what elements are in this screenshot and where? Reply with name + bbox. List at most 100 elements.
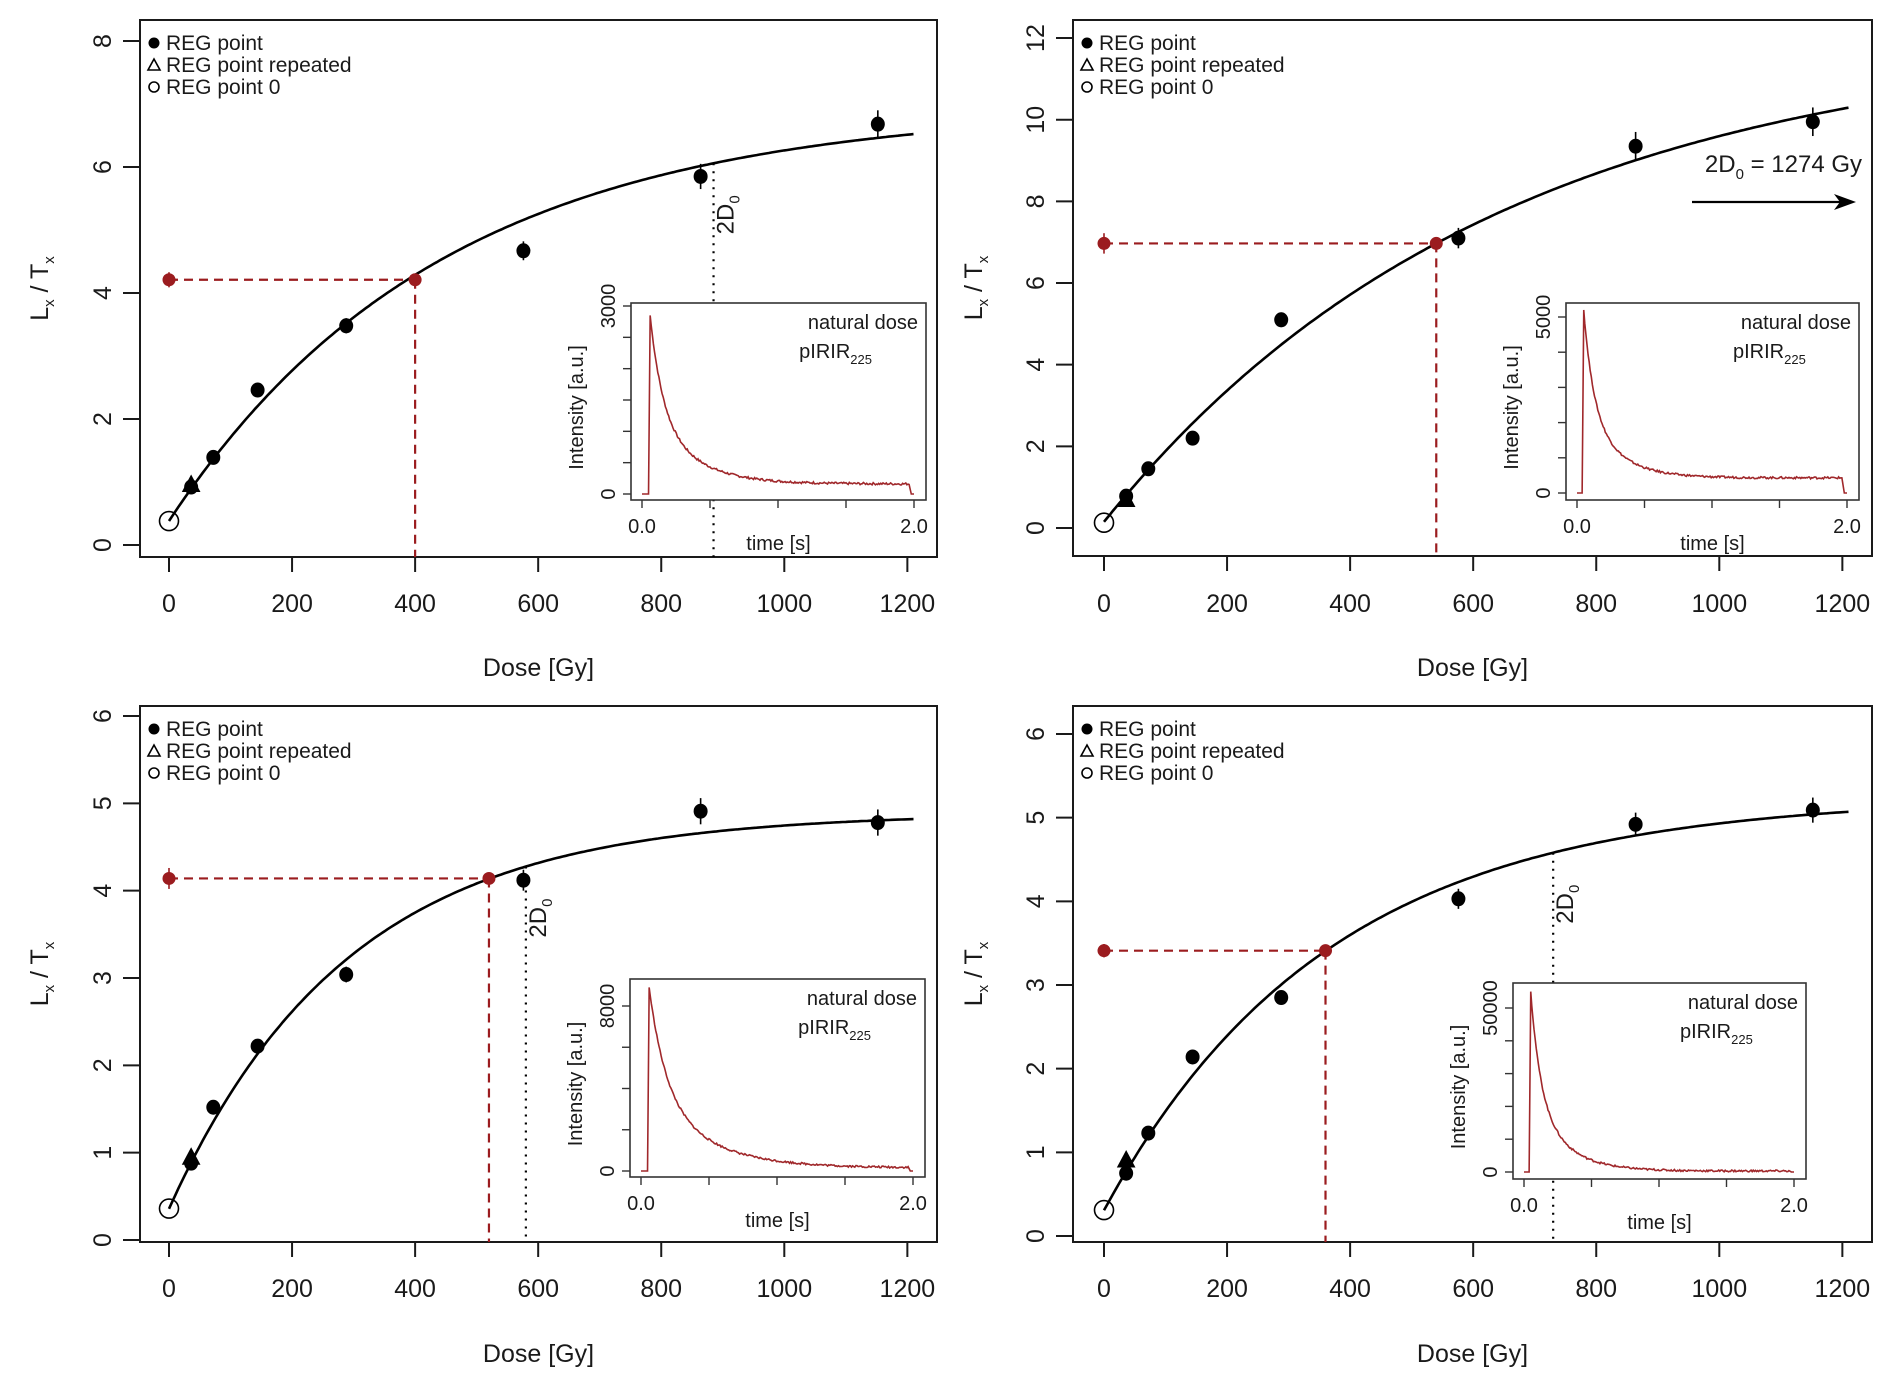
y-title-L: L: [960, 992, 988, 1006]
two-d0-sub: 0: [727, 195, 744, 203]
legend-open-circle-icon: [1081, 81, 1093, 93]
inset-signal-name: pIRIR: [798, 1017, 849, 1039]
x-tick-label: 1200: [1815, 590, 1871, 618]
inset-y-tick-label: 0: [597, 1165, 619, 1176]
x-tick-label: 600: [517, 590, 559, 618]
reg-point: [693, 168, 708, 184]
y-title-mid: / T: [960, 949, 988, 985]
x-tick-label: 600: [517, 1275, 559, 1303]
legend-open-circle-icon: [1081, 767, 1093, 779]
x-tick-label: 200: [1206, 590, 1248, 618]
y-axis: 0 1 2 3 4 5 6 Lx / Tx: [960, 727, 1074, 1243]
x-axis-title: Dose [Gy]: [1417, 1340, 1528, 1368]
inset-y-title: Intensity [a.u.]: [565, 1022, 587, 1147]
reg-point-repeated: [1116, 489, 1136, 508]
inset-y-tick-label: 0: [1480, 1166, 1502, 1177]
y-title-sub: x: [975, 255, 992, 263]
y-tick-label: 8: [1022, 194, 1050, 208]
inset-signal-label: pIRIR225: [1733, 341, 1806, 367]
y-title-sub: x: [41, 256, 58, 264]
x-axis-title: Dose [Gy]: [1417, 654, 1528, 682]
x-tick-label: 600: [1452, 590, 1494, 618]
y-title-mid: / T: [26, 264, 54, 300]
inset-decay-curve: 0.0 2.0 time [s] 0 8000 Intensity [a.u.] natur…: [565, 978, 927, 1232]
inset-annotation: natural dose: [807, 988, 917, 1010]
legend-triangle-icon: [1079, 743, 1095, 757]
reg-point: [1805, 802, 1820, 818]
legend-triangle-icon: [1079, 57, 1095, 71]
reg-point: [1141, 1125, 1156, 1141]
inset-x-tick-label: 2.0: [899, 1193, 927, 1215]
inset-frame: [1512, 982, 1807, 1180]
y-tick-label: 6: [89, 160, 117, 174]
inset-y-tick-label: 0: [598, 488, 620, 499]
y-tick-label: 5: [1022, 811, 1050, 825]
two-d0-value: = 1274 Gy: [1744, 151, 1862, 178]
inset-frame: [629, 978, 926, 1178]
y-tick-label: 2: [1022, 1062, 1050, 1076]
inset-signal-name: pIRIR: [1733, 341, 1784, 363]
two-d0-text: 2D: [525, 907, 552, 938]
inset-signal-sub: 225: [1784, 352, 1806, 367]
inset-x-title: time [s]: [745, 1210, 809, 1232]
x-axis-title: Dose [Gy]: [483, 654, 594, 682]
x-tick-label: 800: [1575, 1275, 1617, 1303]
x-tick-label: 0: [162, 590, 176, 618]
x-axis: 0 200 400 600 800 1000 1200 Dose [Gy]: [162, 1241, 935, 1368]
legend-label: REG point 0: [1099, 762, 1213, 785]
y-tick-label: 4: [89, 884, 117, 898]
y-tick-label: 2: [89, 1058, 117, 1072]
fit-curve: [167, 817, 914, 1210]
two-d0-sub: 0: [1736, 166, 1744, 183]
de-point: [1429, 236, 1443, 250]
fit-curve: [167, 132, 914, 522]
reg-point-repeated: [181, 474, 201, 492]
x-tick-label: 800: [640, 1275, 682, 1303]
fit-curve: [1102, 810, 1849, 1211]
y-tick-label: 0: [89, 538, 117, 552]
inset-x-tick-label: 0.0: [1563, 516, 1591, 538]
decay-curve-line: [1524, 991, 1794, 1173]
y-title-L: L: [26, 992, 54, 1006]
reg-point: [870, 116, 885, 132]
x-tick-label: 1000: [1691, 590, 1747, 618]
inset-signal-sub: 225: [850, 352, 872, 367]
inset-y-title: Intensity [a.u.]: [566, 345, 588, 470]
two-d0-label: 2D0: [525, 899, 556, 938]
reg-point: [1451, 891, 1466, 907]
reg-point-zero: [1093, 512, 1115, 533]
de-point: [482, 871, 496, 885]
y-title-L: L: [960, 306, 988, 320]
inset-decay-curve: 0.0 2.0 time [s] 0 3000 Intensity [a.u.] natur…: [566, 284, 928, 555]
legend-label: REG point 0: [166, 76, 280, 99]
de-point: [1319, 944, 1333, 958]
inset-decay-curve: 0.0 2.0 time [s] 0 50000 Intensity [a.u.] natu…: [1448, 980, 1808, 1234]
inset-signal-sub: 225: [1731, 1032, 1753, 1047]
inset-x-tick-label: 2.0: [900, 516, 928, 538]
legend-open-circle-icon: [148, 81, 160, 93]
reg-point-zero: [158, 510, 180, 532]
natural-point: [162, 871, 176, 885]
x-tick-label: 200: [271, 1275, 313, 1303]
arrow-right-icon: [1834, 194, 1856, 210]
reg-point: [339, 967, 354, 983]
legend-label: REG point: [166, 718, 263, 741]
y-title-sub: x: [975, 984, 992, 992]
x-tick-label: 200: [1206, 1275, 1248, 1303]
inset-frame: [630, 302, 927, 501]
legend-label: REG point repeated: [1099, 54, 1285, 77]
inset-signal-label: pIRIR225: [798, 1017, 871, 1043]
reg-point-repeated: [181, 1147, 201, 1165]
two-d0-label: 2D0: [1552, 885, 1583, 924]
y-tick-label: 10: [1022, 106, 1050, 134]
inset-decay-curve: 0.0 2.0 time [s] 0 5000 Intensity [a.u.] natur…: [1501, 295, 1861, 555]
inset-signal-sub: 225: [849, 1028, 871, 1043]
inset-x-title: time [s]: [746, 533, 810, 555]
legend-label: REG point: [1099, 32, 1196, 55]
inset-y-title: Intensity [a.u.]: [1501, 345, 1523, 470]
legend-filled-circle-icon: [1081, 37, 1093, 49]
inset-signal-label: pIRIR225: [799, 341, 872, 367]
panel-top-left: 0 200 400 600 800 1000 1200 Dose [Gy] 0 2 4 6 8 Lx / …: [26, 19, 938, 682]
